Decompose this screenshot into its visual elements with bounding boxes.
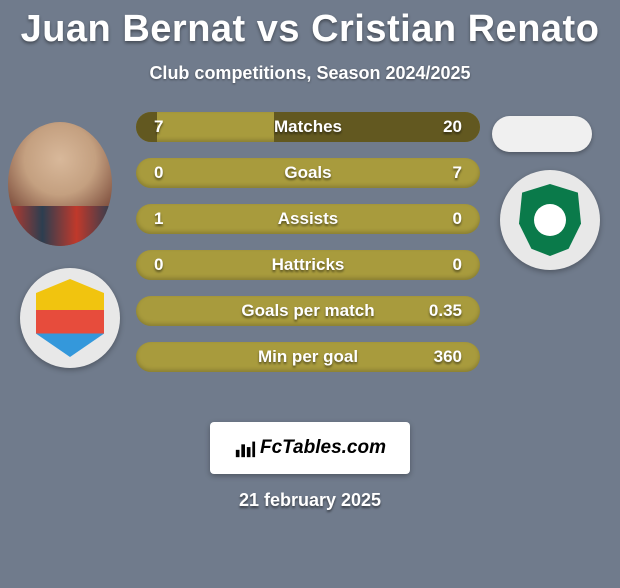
bars-chart-icon: [234, 437, 256, 459]
stat-label: Goals per match: [241, 301, 374, 321]
badge-text: FcTables.com: [260, 437, 386, 459]
comparison-title: Juan Bernat vs Cristian Renato: [0, 8, 620, 51]
stat-label: Hattricks: [272, 255, 345, 275]
stat-bar: 7 Matches 20: [136, 112, 480, 142]
player-right-avatar: [492, 116, 592, 152]
comparison-content: 7 Matches 20 0 Goals 7 1 Assists 0 0 Hattricks 0 Goa…: [0, 112, 620, 412]
player-left-club-badge: [20, 268, 120, 368]
stat-right-value: 0: [453, 255, 462, 275]
stat-label: Assists: [278, 209, 338, 229]
stat-bar: Min per goal 360: [136, 342, 480, 372]
getafe-crest-icon: [36, 279, 104, 357]
stat-right-value: 7: [453, 163, 462, 183]
stat-right-value: 0: [453, 209, 462, 229]
fctables-badge: FcTables.com: [210, 422, 410, 474]
stat-bars: 7 Matches 20 0 Goals 7 1 Assists 0 0 Hattricks 0 Goa…: [136, 112, 480, 388]
stat-label: Goals: [284, 163, 331, 183]
stat-left-value: 7: [154, 117, 163, 137]
stat-right-value: 0.35: [429, 301, 462, 321]
comparison-date: 21 february 2025: [0, 490, 620, 511]
stat-left-value: 0: [154, 163, 163, 183]
player-right-club-badge: [500, 170, 600, 270]
stat-label: Matches: [274, 117, 342, 137]
stat-bar: 0 Hattricks 0: [136, 250, 480, 280]
betis-crest-icon: [519, 184, 581, 256]
stat-right-value: 20: [443, 117, 462, 137]
stat-bar: 0 Goals 7: [136, 158, 480, 188]
stat-right-value: 360: [434, 347, 462, 367]
player-left-avatar: [8, 122, 112, 246]
stat-label: Min per goal: [258, 347, 358, 367]
stat-bar: Goals per match 0.35: [136, 296, 480, 326]
stat-left-value: 0: [154, 255, 163, 275]
stat-left-value: 1: [154, 209, 163, 229]
comparison-subtitle: Club competitions, Season 2024/2025: [0, 63, 620, 84]
stat-bar: 1 Assists 0: [136, 204, 480, 234]
